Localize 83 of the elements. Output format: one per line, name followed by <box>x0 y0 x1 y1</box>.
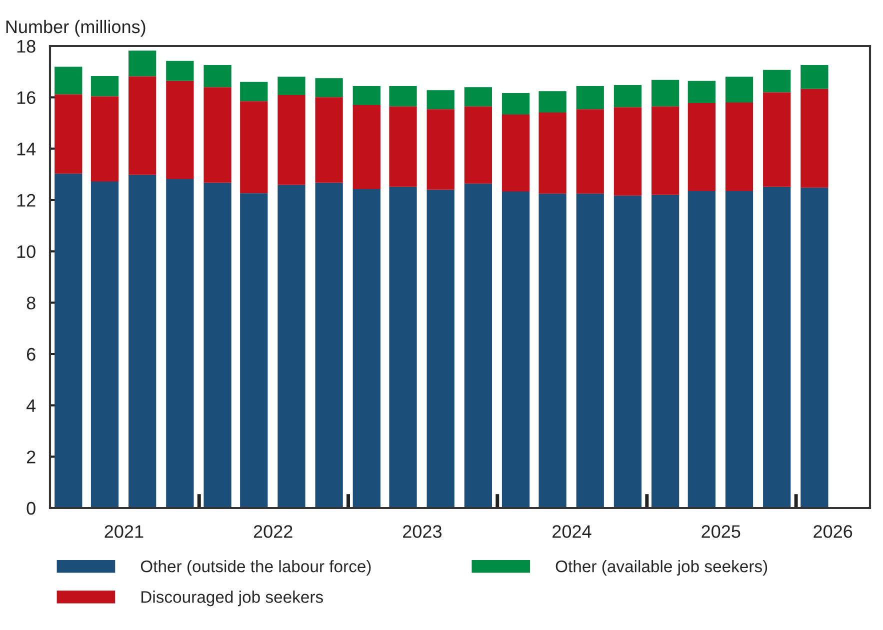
bar <box>240 82 268 102</box>
legend-label: Other (outside the labour force) <box>140 560 371 576</box>
bar <box>763 70 791 92</box>
y-tick-label: 4 <box>26 399 36 412</box>
bar <box>278 95 306 185</box>
bar <box>464 87 492 106</box>
bar <box>389 106 417 187</box>
y-tick-label: 12 <box>17 194 36 207</box>
y-tick-label: 16 <box>17 91 36 104</box>
bar <box>315 78 343 98</box>
bar <box>166 60 194 81</box>
bar <box>389 186 417 508</box>
bar <box>204 182 232 508</box>
y-tick-label: 14 <box>17 142 36 156</box>
bar <box>502 92 530 115</box>
bar <box>800 88 828 188</box>
y-tick-label: 8 <box>26 296 36 310</box>
y-axis-title: Number (millions) <box>6 20 146 37</box>
bar <box>464 184 492 508</box>
bar <box>278 184 306 508</box>
bar <box>763 186 791 508</box>
legend-label: Discouraged job seekers <box>142 590 323 606</box>
bar <box>389 86 417 106</box>
bar <box>538 112 566 194</box>
bar <box>128 174 156 508</box>
bar <box>166 80 194 179</box>
bar <box>651 194 680 508</box>
bar <box>128 50 156 76</box>
bar <box>538 194 566 508</box>
bar <box>502 114 530 192</box>
bar <box>204 64 232 88</box>
bar <box>90 76 119 96</box>
x-tick-label: 2022 <box>254 525 292 538</box>
x-tick-label: 2026 <box>814 525 852 538</box>
bar <box>614 107 642 196</box>
bar <box>240 101 268 194</box>
bar <box>426 90 454 110</box>
bar <box>576 109 604 194</box>
x-tick-label: 2023 <box>403 525 442 538</box>
y-tick-label: 10 <box>17 245 36 258</box>
bar <box>800 188 828 508</box>
bar <box>426 190 454 508</box>
bar <box>688 102 716 192</box>
bar <box>576 86 604 110</box>
x-tick-label: 2025 <box>702 525 740 538</box>
y-tick-label: 18 <box>17 40 36 53</box>
bar <box>426 109 454 190</box>
y-tick-label: 6 <box>26 348 36 361</box>
bar <box>651 106 680 195</box>
bar <box>90 96 119 182</box>
bar <box>54 66 82 94</box>
legend-label: Other (available job seekers) <box>556 560 768 576</box>
bar <box>538 91 566 112</box>
bar <box>352 86 380 106</box>
bar <box>725 76 754 102</box>
bar <box>54 94 82 174</box>
bar <box>352 105 380 189</box>
bar <box>464 106 492 184</box>
bar <box>54 174 82 508</box>
x-tick-label: 2021 <box>104 525 144 538</box>
bar <box>128 76 156 175</box>
bar <box>315 182 343 508</box>
bar <box>614 85 642 108</box>
bar <box>651 80 680 106</box>
bar <box>725 102 754 192</box>
bar <box>278 76 306 96</box>
bar <box>352 188 380 508</box>
bar <box>614 196 642 508</box>
bar <box>90 182 119 508</box>
bar <box>166 178 194 508</box>
bar <box>315 97 343 183</box>
bar <box>204 87 232 183</box>
bar <box>688 80 716 103</box>
y-tick-label: 0 <box>26 502 36 515</box>
x-tick-label: 2024 <box>552 525 592 538</box>
bar <box>688 191 716 508</box>
bar <box>800 64 828 89</box>
bar <box>240 193 268 508</box>
bar <box>763 92 791 187</box>
y-tick-label: 2 <box>26 450 36 464</box>
bar <box>576 194 604 508</box>
bar <box>725 191 754 508</box>
bar <box>502 192 530 508</box>
